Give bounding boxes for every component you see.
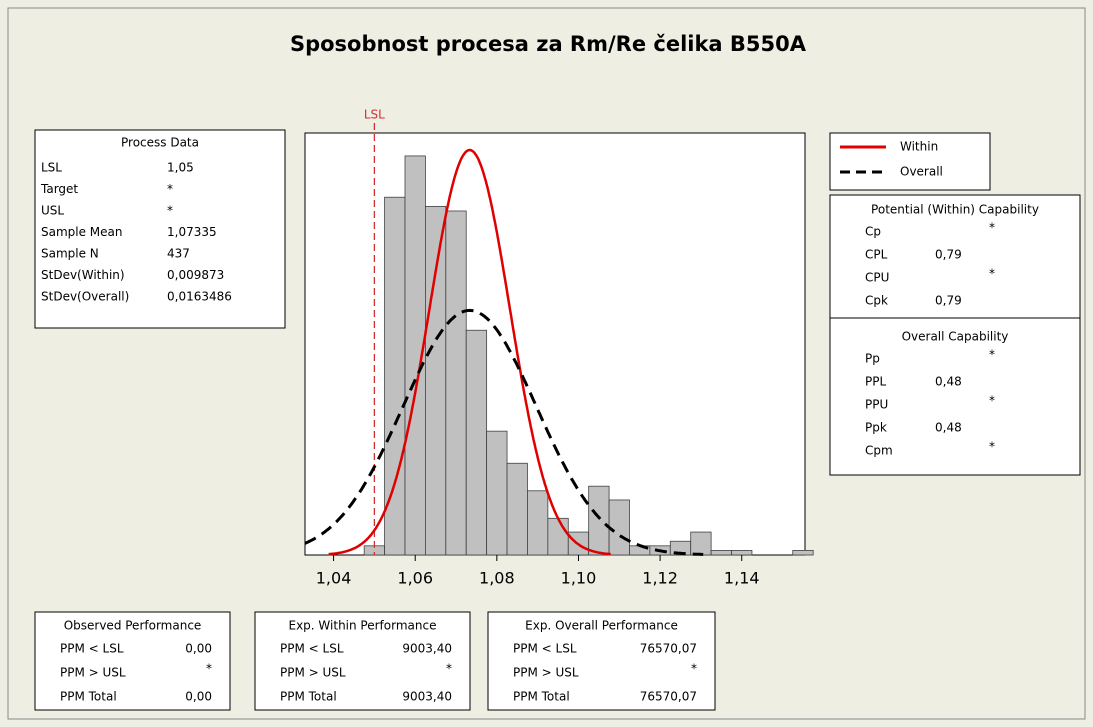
- row-value: *: [989, 440, 995, 454]
- row-value: 437: [167, 247, 190, 261]
- potential-box: [829, 194, 1081, 319]
- box-title: Overall Capability: [902, 330, 1009, 344]
- row-label: PPM < LSL: [513, 642, 577, 656]
- row-value: *: [167, 204, 173, 218]
- box-title: Process Data: [121, 136, 199, 150]
- x-tick-label: 1,12: [642, 569, 678, 588]
- row-label: StDev(Overall): [41, 290, 129, 304]
- row-label: PPM > USL: [280, 666, 346, 680]
- row-label: PPM > USL: [60, 666, 126, 680]
- density-curve: [304, 308, 704, 556]
- row-label: Sample N: [41, 247, 99, 261]
- row-value: *: [989, 221, 995, 235]
- row-label: CPU: [865, 271, 889, 285]
- row-label: PPM > USL: [513, 666, 579, 680]
- performance-box: [34, 611, 231, 711]
- bar: [731, 550, 753, 556]
- bar: [425, 205, 447, 556]
- row-value: 0,009873: [167, 268, 224, 282]
- bar: [608, 499, 630, 556]
- bar: [445, 210, 467, 556]
- bar: [588, 485, 610, 556]
- process-data-box: [34, 129, 286, 329]
- box-title: Potential (Within) Capability: [871, 203, 1039, 217]
- row-label: Cp: [865, 225, 881, 239]
- row-value: 0,79: [935, 248, 962, 262]
- row-value: 9003,40: [402, 642, 452, 656]
- row-value: *: [167, 182, 173, 196]
- bar: [465, 329, 488, 556]
- x-tick-label: 1,10: [561, 569, 597, 588]
- row-value: 1,05: [167, 161, 194, 175]
- row-label: PPM Total: [280, 690, 337, 704]
- row-value: 0,00: [185, 690, 212, 704]
- row-value: 0,79: [935, 294, 962, 308]
- row-label: PPL: [865, 375, 886, 389]
- row-label: PPU: [865, 398, 888, 412]
- bar: [527, 490, 549, 556]
- row-value: 0,48: [935, 375, 962, 389]
- row-value: *: [989, 267, 995, 281]
- plot-area: [304, 132, 806, 556]
- row-value: 9003,40: [402, 690, 452, 704]
- bar: [690, 531, 712, 556]
- row-label: PPM < LSL: [280, 642, 344, 656]
- row-label: Cpk: [865, 294, 888, 308]
- bar: [506, 462, 528, 556]
- lsl-label: LSL: [364, 108, 385, 122]
- row-label: Sample Mean: [41, 225, 123, 239]
- row-label: Target: [40, 182, 78, 196]
- row-label: Cpm: [865, 444, 893, 458]
- performance-box: [487, 611, 716, 711]
- box-title: Observed Performance: [64, 619, 202, 633]
- bar: [486, 430, 508, 556]
- row-value: *: [446, 662, 452, 676]
- row-label: PPM Total: [513, 690, 570, 704]
- row-label: Pp: [865, 352, 880, 366]
- box-title: Exp. Within Performance: [289, 619, 437, 633]
- row-value: 0,48: [935, 421, 962, 435]
- legend-label: Overall: [900, 165, 943, 179]
- bar: [792, 550, 814, 556]
- row-label: CPL: [865, 248, 888, 262]
- row-value: *: [989, 394, 995, 408]
- row-value: 0,0163486: [167, 290, 232, 304]
- legend: [829, 132, 991, 191]
- bar: [547, 517, 569, 556]
- overall-box: [829, 317, 1081, 476]
- row-label: USL: [41, 204, 64, 218]
- x-tick-label: 1,06: [397, 569, 433, 588]
- x-tick-label: 1,14: [724, 569, 760, 588]
- density-curve: [328, 148, 611, 556]
- bar: [710, 550, 732, 556]
- row-value: *: [691, 662, 697, 676]
- row-label: LSL: [41, 161, 62, 175]
- row-label: StDev(Within): [41, 268, 125, 282]
- row-value: 1,07335: [167, 225, 217, 239]
- performance-box: [254, 611, 471, 711]
- row-value: 0,00: [185, 642, 212, 656]
- x-tick-label: 1,08: [479, 569, 515, 588]
- row-value: 76570,07: [640, 690, 697, 704]
- chart-title: Sposobnost procesa za Rm/Re čelika B550A: [290, 32, 807, 56]
- row-label: Ppk: [865, 421, 887, 435]
- x-tick-label: 1,04: [316, 569, 352, 588]
- box-title: Exp. Overall Performance: [525, 619, 678, 633]
- row-value: 76570,07: [640, 642, 697, 656]
- row-value: *: [989, 348, 995, 362]
- row-label: PPM Total: [60, 690, 117, 704]
- legend-label: Within: [900, 140, 938, 154]
- row-label: PPM < LSL: [60, 642, 124, 656]
- row-value: *: [206, 662, 212, 676]
